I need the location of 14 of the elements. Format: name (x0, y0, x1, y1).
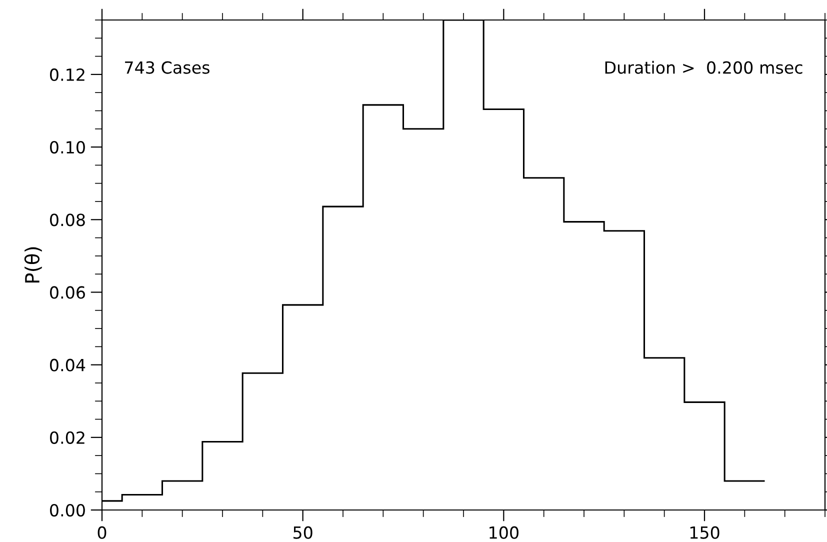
x-tick-label: 100 (490, 526, 518, 539)
y-tick-label: 0.02 (50, 431, 84, 444)
y-tick-label: 0.10 (50, 141, 85, 154)
y-tick-label: 0.12 (50, 68, 84, 82)
annotation: Duration > 0.200 msec (605, 60, 802, 74)
x-tick-label: 150 (690, 526, 720, 539)
x-tick-label: 0 (98, 526, 106, 539)
y-tick-label: 0.04 (50, 358, 86, 372)
y-tick-label: 0.00 (50, 504, 85, 517)
y-tick-label: 0.08 (50, 214, 85, 226)
y-axis-title: P(θ) (24, 247, 42, 282)
y-tick-label: 0.06 (50, 286, 85, 299)
x-tick-label: 50 (294, 526, 312, 539)
annotation: 743 Cases (125, 61, 210, 74)
